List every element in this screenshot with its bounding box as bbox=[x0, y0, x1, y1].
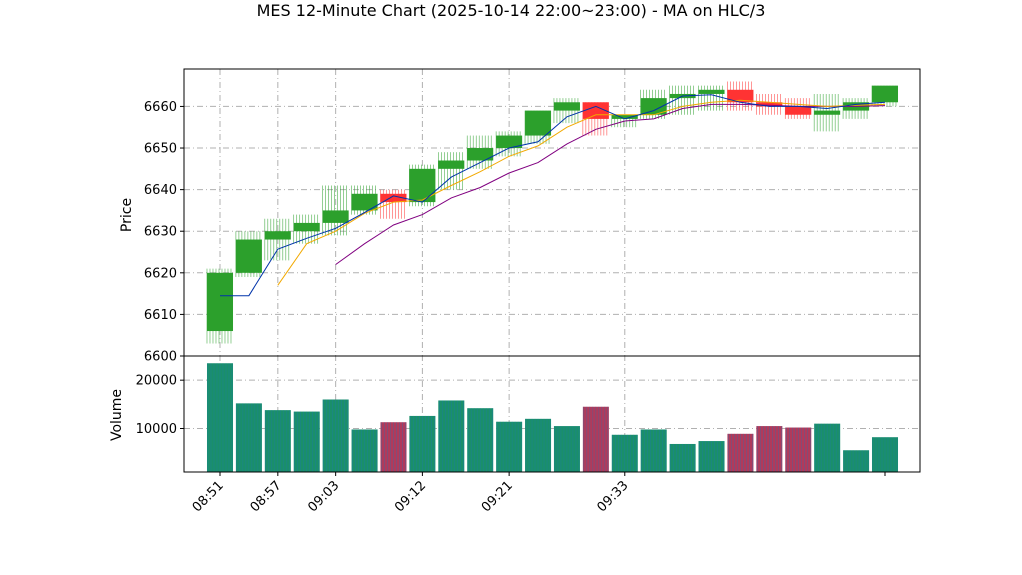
candle-body bbox=[206, 272, 234, 332]
x-tick-label: 09:12 bbox=[392, 478, 429, 515]
candle bbox=[351, 185, 378, 215]
price-grid bbox=[184, 69, 920, 472]
candle-body bbox=[380, 193, 407, 203]
volume-bar bbox=[553, 426, 580, 472]
volume-bar bbox=[871, 437, 899, 472]
volume-bar bbox=[669, 443, 696, 472]
moving-average-lines bbox=[220, 94, 886, 297]
candle-body bbox=[611, 114, 638, 119]
candle bbox=[871, 85, 899, 107]
volume-bar bbox=[496, 421, 523, 472]
candle-body bbox=[409, 168, 436, 203]
volume-bar bbox=[785, 427, 812, 472]
volume-bars bbox=[206, 363, 899, 472]
x-tick-label: 08:51 bbox=[190, 478, 227, 515]
chart-title: MES 12-Minute Chart (2025-10-14 22:00~23… bbox=[256, 1, 766, 20]
volume-bar bbox=[756, 426, 783, 472]
volume-bar bbox=[235, 403, 262, 472]
candle-body bbox=[496, 135, 523, 149]
volume-bar bbox=[525, 418, 552, 472]
x-tick-label: 09:03 bbox=[305, 478, 342, 515]
candle bbox=[553, 98, 580, 124]
candle bbox=[813, 93, 841, 132]
volume-bar bbox=[611, 434, 638, 472]
candle bbox=[437, 152, 465, 190]
volume-bar bbox=[640, 429, 667, 472]
candle bbox=[727, 81, 754, 111]
price-axis-label: Price bbox=[119, 198, 135, 232]
candle-body bbox=[322, 210, 349, 223]
volume-bar bbox=[206, 363, 234, 472]
volume-tick-label: 20000 bbox=[136, 374, 177, 389]
candle bbox=[409, 164, 436, 207]
volume-bar bbox=[293, 411, 320, 472]
volume-bar bbox=[814, 423, 841, 472]
candle-body bbox=[814, 110, 841, 115]
volume-axis-label: Volume bbox=[109, 389, 125, 441]
volume-y-ticks: 10000 20000 bbox=[136, 374, 184, 437]
price-tick-label: 6640 bbox=[144, 183, 177, 198]
candle bbox=[842, 98, 870, 119]
candle bbox=[235, 231, 262, 277]
candle-body bbox=[785, 106, 812, 115]
candle-body bbox=[727, 89, 754, 103]
candle bbox=[322, 185, 349, 236]
candle bbox=[524, 110, 552, 144]
ma-fast-line bbox=[220, 94, 886, 297]
candle bbox=[206, 268, 234, 344]
candle bbox=[698, 85, 725, 111]
candle-body bbox=[438, 160, 465, 169]
volume-panel-frame bbox=[183, 355, 921, 473]
volume-bar bbox=[698, 441, 725, 472]
price-candles bbox=[206, 81, 899, 344]
price-tick-label: 6620 bbox=[144, 266, 177, 281]
price-y-ticks: 6600 6610 6620 6630 6640 6650 6660 bbox=[144, 100, 184, 365]
price-tick-label: 6650 bbox=[144, 142, 177, 157]
candle bbox=[784, 98, 812, 119]
candle bbox=[380, 189, 407, 219]
candle-body bbox=[293, 222, 320, 232]
x-tick-label: 09:33 bbox=[595, 478, 632, 515]
volume-bar bbox=[843, 450, 870, 472]
candle-body bbox=[756, 102, 783, 107]
candle-body bbox=[351, 193, 378, 211]
candle-body bbox=[235, 239, 262, 273]
candle bbox=[264, 218, 291, 261]
candle-body bbox=[698, 89, 725, 94]
volume-bar bbox=[380, 422, 407, 472]
volume-bar bbox=[351, 429, 378, 472]
volume-bar bbox=[467, 408, 494, 472]
volume-bar bbox=[264, 410, 291, 472]
candle-body bbox=[264, 231, 291, 240]
volume-bar bbox=[322, 399, 349, 472]
candle-body bbox=[525, 110, 552, 136]
x-tick-label: 08:57 bbox=[248, 478, 285, 515]
candle-body bbox=[640, 98, 667, 115]
price-tick-label: 6610 bbox=[144, 308, 177, 323]
price-tick-label: 6660 bbox=[144, 100, 177, 115]
volume-bar bbox=[727, 433, 754, 472]
candle-body bbox=[553, 102, 580, 111]
volume-bar bbox=[438, 400, 465, 472]
x-tick-label: 09:21 bbox=[479, 478, 516, 515]
candle-body bbox=[871, 85, 899, 103]
candle-body bbox=[467, 148, 494, 161]
candle bbox=[495, 131, 523, 157]
candle bbox=[756, 93, 783, 115]
price-tick-label: 6630 bbox=[144, 225, 177, 240]
volume-bar bbox=[409, 415, 436, 472]
volume-tick-label: 10000 bbox=[136, 422, 177, 437]
volume-bar bbox=[582, 406, 609, 472]
candle bbox=[466, 135, 494, 169]
x-ticks: 08:51 08:57 09:03 09:12 09:21 09:33 bbox=[190, 472, 886, 515]
ma-mid-line bbox=[277, 99, 886, 286]
price-tick-label: 6600 bbox=[144, 350, 177, 365]
